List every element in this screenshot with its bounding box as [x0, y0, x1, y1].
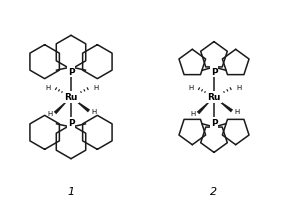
Text: P: P — [211, 67, 217, 76]
Polygon shape — [71, 97, 90, 113]
Text: P: P — [211, 119, 217, 128]
Text: H: H — [236, 85, 241, 90]
Polygon shape — [197, 97, 214, 115]
Text: P: P — [68, 119, 74, 128]
Polygon shape — [214, 97, 233, 113]
Text: H: H — [46, 85, 51, 90]
Text: H: H — [234, 108, 239, 115]
Text: H: H — [93, 85, 98, 90]
Text: P: P — [68, 67, 74, 76]
Text: 2: 2 — [210, 186, 218, 196]
Text: H: H — [48, 110, 53, 116]
Polygon shape — [54, 97, 71, 115]
Text: H: H — [191, 110, 196, 116]
Text: Ru: Ru — [207, 93, 221, 102]
Text: H: H — [91, 108, 96, 115]
Text: Ru: Ru — [64, 93, 78, 102]
Text: 1: 1 — [67, 186, 75, 196]
Text: H: H — [189, 85, 194, 90]
